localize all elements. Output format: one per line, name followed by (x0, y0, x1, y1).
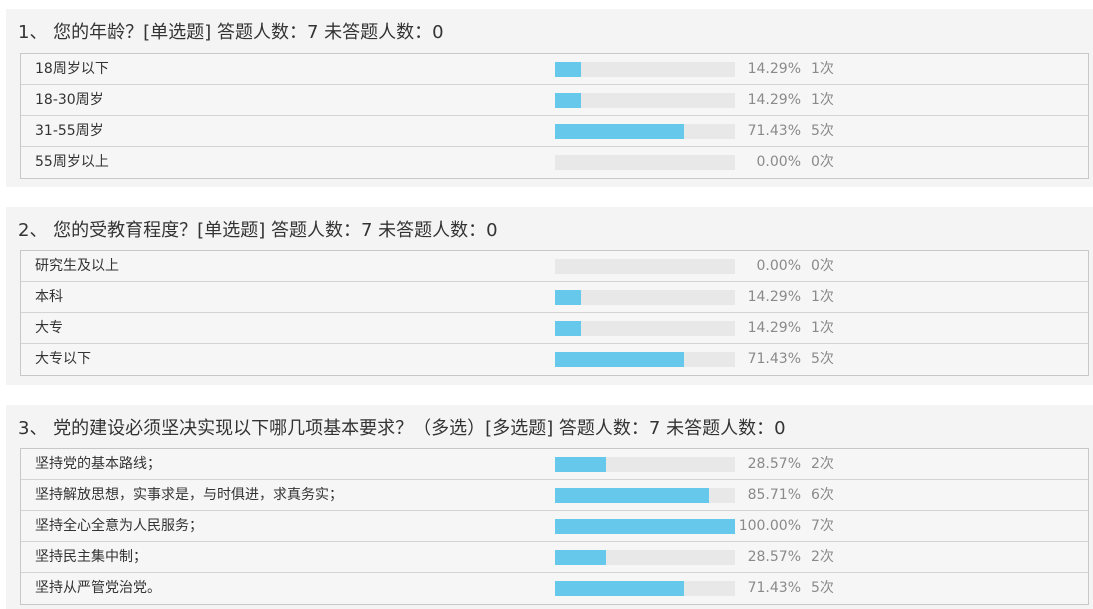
progress-bar-fill (555, 124, 684, 139)
question-3: 3、 党的建设必须坚决实现以下哪几项基本要求？（多选）[多选题] 答题人数：7 … (6, 405, 1093, 609)
question-2-results: 研究生及以上 0.00% 0次 本科 14.29% 1次 大专 14.29% 1… (20, 250, 1089, 376)
option-label: 坚持党的基本路线； (35, 456, 161, 472)
option-label: 31-55周岁 (35, 123, 104, 139)
option-label: 18-30周岁 (35, 92, 104, 108)
option-percent: 0.00% (756, 154, 801, 170)
progress-bar-fill (555, 321, 581, 336)
option-count: 1次 (811, 61, 834, 77)
progress-bar (555, 290, 735, 305)
progress-bar (555, 352, 735, 367)
progress-bar (555, 550, 735, 565)
option-percent: 71.43% (747, 580, 801, 596)
progress-bar (555, 321, 735, 336)
option-count: 2次 (811, 456, 834, 472)
option-percent: 14.29% (747, 289, 801, 305)
progress-bar (555, 457, 735, 472)
option-count: 5次 (811, 580, 834, 596)
table-row: 本科 14.29% 1次 (21, 282, 1088, 313)
progress-bar (555, 259, 735, 274)
progress-bar-fill (555, 488, 709, 503)
table-row: 坚持从严管党治党。 71.43% 5次 (21, 573, 1088, 604)
option-label: 研究生及以上 (35, 258, 119, 274)
table-row: 55周岁以上 0.00% 0次 (21, 147, 1088, 178)
option-percent: 0.00% (756, 258, 801, 274)
progress-bar-fill (555, 550, 606, 565)
progress-bar-fill (555, 457, 606, 472)
progress-bar (555, 519, 735, 534)
progress-bar-fill (555, 290, 581, 305)
progress-bar (555, 488, 735, 503)
progress-bar (555, 581, 735, 596)
option-percent: 100.00% (738, 518, 801, 534)
option-count: 1次 (811, 92, 834, 108)
option-label: 本科 (35, 289, 63, 305)
table-row: 研究生及以上 0.00% 0次 (21, 251, 1088, 282)
option-label: 大专以下 (35, 351, 91, 367)
progress-bar-fill (555, 519, 735, 534)
option-label: 18周岁以下 (35, 61, 109, 77)
option-count: 0次 (811, 154, 834, 170)
option-label: 坚持从严管党治党。 (35, 580, 161, 596)
table-row: 坚持全心全意为人民服务； 100.00% 7次 (21, 511, 1088, 542)
question-2-title: 2、 您的受教育程度？[单选题] 答题人数：7 未答题人数：0 (18, 220, 498, 241)
option-percent: 71.43% (747, 351, 801, 367)
option-percent: 28.57% (747, 549, 801, 565)
table-row: 坚持党的基本路线； 28.57% 2次 (21, 449, 1088, 480)
table-row: 18-30周岁 14.29% 1次 (21, 85, 1088, 116)
option-label: 坚持全心全意为人民服务； (35, 518, 203, 534)
option-percent: 14.29% (747, 61, 801, 77)
table-row: 坚持解放思想，实事求是，与时俱进，求真务实； 85.71% 6次 (21, 480, 1088, 511)
progress-bar-fill (555, 93, 581, 108)
progress-bar-fill (555, 62, 581, 77)
table-row: 大专以下 71.43% 5次 (21, 344, 1088, 375)
option-count: 0次 (811, 258, 834, 274)
option-percent: 71.43% (747, 123, 801, 139)
option-count: 2次 (811, 549, 834, 565)
option-count: 5次 (811, 123, 834, 139)
question-1-results: 18周岁以下 14.29% 1次 18-30周岁 14.29% 1次 31-55… (20, 53, 1089, 179)
option-count: 5次 (811, 351, 834, 367)
option-percent: 28.57% (747, 456, 801, 472)
progress-bar (555, 93, 735, 108)
question-2: 2、 您的受教育程度？[单选题] 答题人数：7 未答题人数：0 研究生及以上 0… (6, 207, 1093, 385)
question-3-title: 3、 党的建设必须坚决实现以下哪几项基本要求？（多选）[多选题] 答题人数：7 … (18, 418, 786, 439)
table-row: 大专 14.29% 1次 (21, 313, 1088, 344)
option-count: 1次 (811, 289, 834, 305)
option-count: 7次 (811, 518, 834, 534)
option-count: 6次 (811, 487, 834, 503)
question-3-results: 坚持党的基本路线； 28.57% 2次 坚持解放思想，实事求是，与时俱进，求真务… (20, 448, 1089, 605)
option-label: 55周岁以上 (35, 154, 109, 170)
option-percent: 14.29% (747, 320, 801, 336)
option-percent: 85.71% (747, 487, 801, 503)
progress-bar-fill (555, 352, 684, 367)
question-1: 1、 您的年龄？[单选题] 答题人数：7 未答题人数：0 18周岁以下 14.2… (6, 9, 1093, 187)
option-count: 1次 (811, 320, 834, 336)
option-label: 坚持民主集中制； (35, 549, 147, 565)
table-row: 18周岁以下 14.29% 1次 (21, 54, 1088, 85)
table-row: 坚持民主集中制； 28.57% 2次 (21, 542, 1088, 573)
option-percent: 14.29% (747, 92, 801, 108)
table-row: 31-55周岁 71.43% 5次 (21, 116, 1088, 147)
question-1-title: 1、 您的年龄？[单选题] 答题人数：7 未答题人数：0 (18, 22, 444, 43)
option-label: 大专 (35, 320, 63, 336)
progress-bar-fill (555, 581, 684, 596)
option-label: 坚持解放思想，实事求是，与时俱进，求真务实； (35, 487, 343, 503)
progress-bar (555, 124, 735, 139)
progress-bar (555, 155, 735, 170)
progress-bar (555, 62, 735, 77)
